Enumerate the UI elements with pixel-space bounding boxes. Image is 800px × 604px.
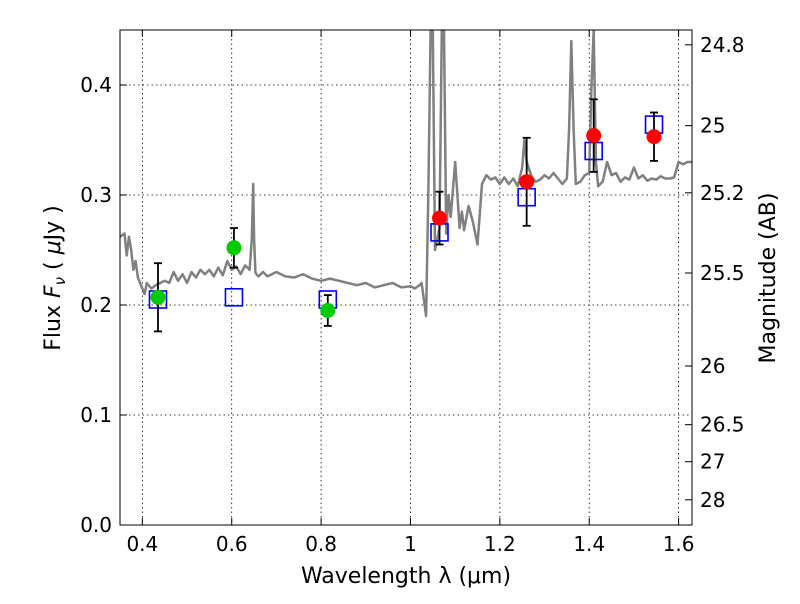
y2-tick-label: 27 [700,450,725,474]
plot-area [120,30,692,318]
data-point [586,128,602,144]
x-tick-label: 0.6 [216,532,248,556]
y2-axis-label: Magnitude (AB) [756,193,781,364]
x-axis-label: Wavelength λ (μm) [301,564,511,589]
x-tick-label: 0.8 [305,532,337,556]
y2-tick-label: 28 [700,488,725,512]
y2-tick-label: 24.8 [700,33,745,57]
data-point [320,303,336,318]
x-tick-label: 1.4 [573,532,605,556]
y2-tick-label: 25.5 [700,261,745,285]
model-square [224,287,244,307]
data-point [519,174,535,190]
x-tick-label: 1.6 [663,532,695,556]
y-tick-label: 0.2 [80,293,112,317]
data-point [432,210,448,226]
y2-tick-label: 26 [700,354,725,378]
y2-tick-label: 25.2 [700,181,745,205]
y-axis-label: Flux Fν ( μJy ) [41,205,69,350]
spectrum-line [120,30,692,318]
data-point [150,289,166,305]
y-tick-label: 0.3 [80,183,112,207]
x-tick-label: 1.2 [484,532,516,556]
axis-ticks: 0.4 0.6 0.8 1 1.2 1.4 1.6 0.0 0.1 0.2 0.3 0.4 24.8 25… [80,30,745,556]
y-tick-label: 0.4 [80,73,112,97]
y2-tick-label: 25 [700,114,725,138]
grid [120,30,692,526]
data-point [226,240,242,256]
data-point [646,129,662,145]
x-tick-label: 0.4 [126,532,158,556]
y-tick-label: 0.0 [80,513,112,537]
markers [148,98,664,333]
y2-tick-label: 26.5 [700,413,745,437]
y-tick-label: 0.1 [80,403,112,427]
x-tick-label: 1 [404,532,417,556]
plot-frame [119,29,693,526]
